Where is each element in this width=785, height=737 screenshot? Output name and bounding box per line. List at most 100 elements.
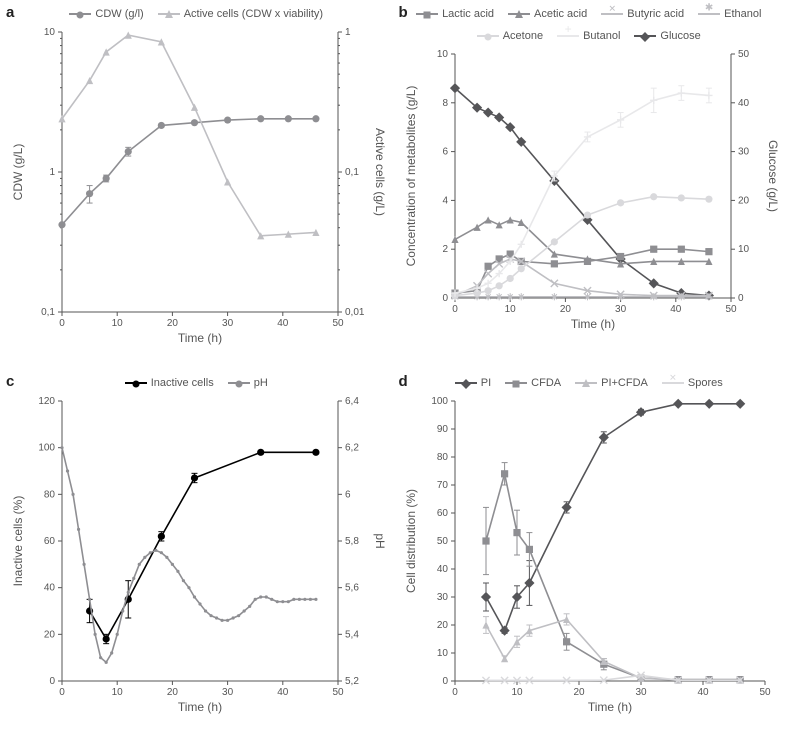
legend-item: Lactic acid (416, 8, 494, 20)
legend-item: Spores (662, 377, 723, 389)
legend-label: Butyric acid (627, 8, 684, 20)
plot-d: 01020304050Time (h)010203040506070809010… (399, 393, 779, 721)
legend-label: Acetone (503, 30, 543, 42)
svg-text:0: 0 (452, 304, 458, 315)
svg-text:30: 30 (615, 304, 627, 315)
svg-text:50: 50 (738, 49, 750, 60)
legend-swatch (557, 35, 579, 37)
svg-text:0: 0 (442, 676, 448, 687)
svg-text:20: 20 (738, 195, 750, 206)
legend-swatch (508, 13, 530, 15)
svg-text:10: 10 (511, 687, 523, 698)
svg-text:5,6: 5,6 (345, 582, 359, 593)
plot-a: 01020304050Time (h)0,1110CDW (g/L)0,010,… (6, 24, 386, 352)
svg-text:0: 0 (452, 687, 458, 698)
legend-swatch (634, 35, 656, 37)
legend-item: Butanol (557, 30, 620, 42)
legend-item: Ethanol (698, 8, 761, 20)
legend-swatch (698, 13, 720, 15)
svg-text:0: 0 (49, 676, 55, 687)
svg-text:90: 90 (436, 424, 448, 435)
svg-text:10: 10 (738, 244, 750, 255)
svg-text:50: 50 (759, 687, 771, 698)
svg-text:120: 120 (38, 396, 55, 407)
legend-c: Inactive cells pH (10, 377, 383, 389)
svg-text:10: 10 (112, 687, 124, 698)
legend-item: Butyric acid (601, 8, 684, 20)
svg-text:20: 20 (167, 687, 179, 698)
svg-text:6,2: 6,2 (345, 442, 359, 453)
svg-text:80: 80 (44, 489, 56, 500)
svg-text:pH: pH (373, 533, 386, 548)
svg-text:80: 80 (436, 452, 448, 463)
svg-text:Time (h): Time (h) (570, 317, 614, 331)
panel-a: a CDW (g/l)Active cells (CDW x viability… (0, 0, 393, 369)
legend-swatch (125, 382, 147, 384)
legend-label: Active cells (CDW x viability) (184, 8, 323, 20)
svg-text:4: 4 (442, 195, 448, 206)
legend-item: Acetone (477, 30, 543, 42)
svg-text:8: 8 (442, 98, 448, 109)
legend-item: Inactive cells (125, 377, 214, 389)
svg-text:10: 10 (112, 318, 124, 329)
svg-text:Time (h): Time (h) (178, 331, 222, 345)
svg-text:5,8: 5,8 (345, 536, 359, 547)
svg-text:Glucose (g/L): Glucose (g/L) (766, 140, 779, 212)
svg-text:40: 40 (436, 564, 448, 575)
svg-text:6: 6 (345, 489, 351, 500)
svg-text:40: 40 (277, 318, 289, 329)
svg-text:20: 20 (436, 620, 448, 631)
legend-item: Glucose (634, 30, 700, 42)
svg-text:1: 1 (49, 167, 55, 178)
legend-item: Active cells (CDW x viability) (158, 8, 323, 20)
svg-text:0,01: 0,01 (345, 307, 365, 318)
svg-text:30: 30 (222, 687, 234, 698)
svg-text:6,4: 6,4 (345, 396, 359, 407)
svg-text:40: 40 (44, 582, 56, 593)
svg-text:10: 10 (436, 648, 448, 659)
panel-label-d: d (399, 373, 408, 390)
svg-text:30: 30 (635, 687, 647, 698)
svg-text:30: 30 (738, 147, 750, 158)
svg-text:0: 0 (738, 293, 744, 304)
svg-text:20: 20 (559, 304, 571, 315)
svg-text:20: 20 (167, 318, 179, 329)
legend-b: Lactic acid Acetic acid Butyric acid Ethano… (403, 8, 776, 42)
svg-text:100: 100 (431, 396, 448, 407)
plot-b: 0 10 20 30 40 50 Time (h) 0 2 4 6 8 10 Concentration … (399, 46, 779, 338)
legend-label: CFDA (531, 377, 561, 389)
legend-item: pH (228, 377, 268, 389)
legend-item: PI (455, 377, 491, 389)
legend-swatch (455, 382, 477, 384)
legend-item: Acetic acid (508, 8, 587, 20)
legend-label: Ethanol (724, 8, 761, 20)
chart-grid: a CDW (g/l)Active cells (CDW x viability… (0, 0, 785, 737)
legend-swatch (505, 382, 527, 384)
svg-text:40: 40 (670, 304, 682, 315)
legend-label: Lactic acid (442, 8, 494, 20)
panel-label-b: b (399, 4, 408, 21)
svg-text:20: 20 (44, 629, 56, 640)
svg-text:10: 10 (44, 27, 56, 38)
svg-text:5,4: 5,4 (345, 629, 359, 640)
svg-text:100: 100 (38, 442, 55, 453)
svg-text:Concentration of metabolites (: Concentration of metabolites (g/L) (404, 86, 418, 267)
legend-item: CDW (g/l) (69, 8, 143, 20)
legend-label: CDW (g/l) (95, 8, 143, 20)
svg-text:0: 0 (442, 293, 448, 304)
legend-swatch (601, 13, 623, 15)
svg-text:50: 50 (332, 318, 344, 329)
svg-text:Time (h): Time (h) (587, 700, 631, 714)
svg-text:30: 30 (222, 318, 234, 329)
svg-text:40: 40 (277, 687, 289, 698)
panel-d: d PICFDAPI+CFDASpores 01020304050Time (h… (393, 369, 785, 737)
legend-label: Glucose (660, 30, 700, 42)
legend-swatch (228, 382, 250, 384)
svg-text:Cell distribution (%): Cell distribution (%) (404, 488, 418, 592)
svg-text:2: 2 (442, 244, 448, 255)
svg-text:70: 70 (436, 480, 448, 491)
svg-text:Active cells (g/L): Active cells (g/L) (373, 128, 386, 216)
svg-text:10: 10 (504, 304, 516, 315)
svg-text:6: 6 (442, 147, 448, 158)
svg-text:Time (h): Time (h) (178, 700, 222, 714)
